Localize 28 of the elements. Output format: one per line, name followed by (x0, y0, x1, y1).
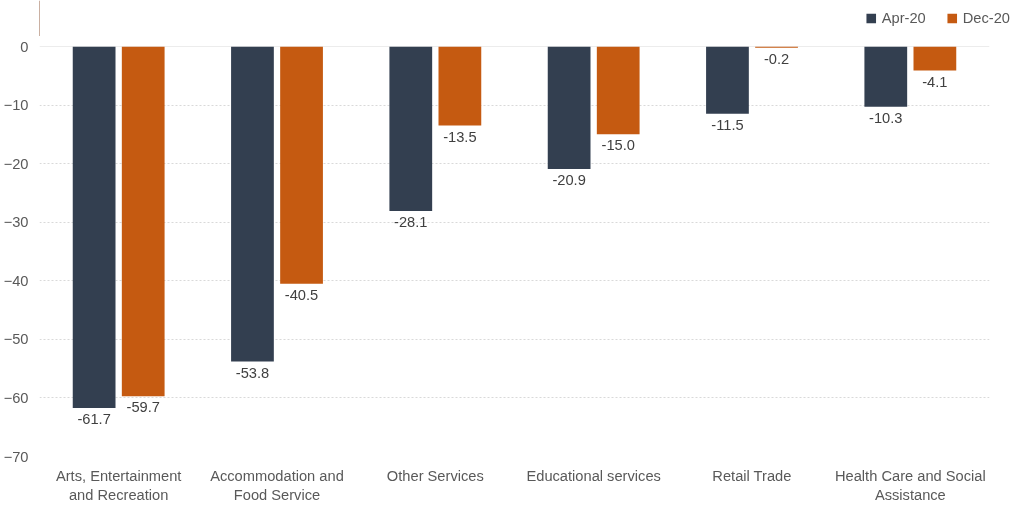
text: -28.1 (394, 214, 428, 231)
text: -11.5 (711, 116, 744, 133)
text: -15.0 (601, 137, 635, 154)
y-tick-label: −50 (3, 331, 29, 348)
y-tick-label: −70 (3, 448, 29, 465)
x-tick-label: Retail Trade (712, 467, 792, 484)
text: -13.5 (443, 128, 477, 145)
text: -4.1 (922, 73, 948, 90)
y-tick-label: −60 (3, 389, 29, 406)
x-tick-label: Other Services (386, 467, 484, 484)
y-tick-label: 0 (20, 38, 29, 55)
text: -10.3 (869, 109, 903, 126)
x-tick-label: Accommodation and Food Service (210, 467, 344, 503)
x-tick-label: Arts, Entertainment and Recreation (55, 467, 182, 503)
legend-label: Apr-20 (881, 10, 926, 26)
text: -40.5 (284, 286, 319, 303)
y-tick-label: −10 (3, 97, 29, 114)
text: -61.7 (77, 410, 111, 427)
x-tick-label: Health Care and Social Assistance (834, 467, 986, 503)
y-tick-label: −30 (3, 214, 29, 231)
x-tick-label: Educational services (526, 467, 661, 484)
text: -53.8 (235, 364, 270, 381)
legend-label: Dec-20 (962, 10, 1010, 26)
y-tick-label: −40 (3, 272, 29, 289)
text: -0.2 (763, 50, 790, 67)
text: -59.7 (126, 399, 160, 416)
y-tick-label: −20 (3, 155, 29, 172)
text: -20.9 (552, 171, 586, 188)
